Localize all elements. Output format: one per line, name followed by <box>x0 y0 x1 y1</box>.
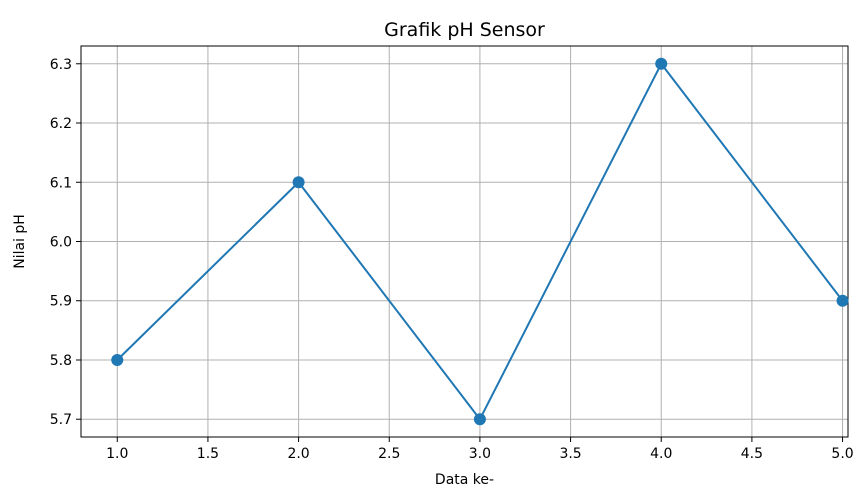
y-tick-label: 6.0 <box>50 235 72 251</box>
data-point-marker <box>655 57 668 70</box>
x-tick-label: 2.0 <box>287 446 309 462</box>
data-point-marker <box>836 294 849 307</box>
x-tick-label: 4.0 <box>650 446 672 462</box>
data-point-marker <box>111 353 124 366</box>
chart-title: Grafik pH Sensor <box>384 19 545 41</box>
y-tick-label: 5.8 <box>50 353 72 369</box>
grid <box>81 46 848 437</box>
x-tick-label: 2.5 <box>378 446 400 462</box>
x-axis-label: Data ke- <box>435 472 494 488</box>
axis-ticks: 1.0 1.5 2.0 2.5 3.0 3.5 4.0 4.5 5.0 5.7 5.8 5.9 6.0 6… <box>50 57 854 462</box>
x-tick-label: 5.0 <box>831 446 853 462</box>
x-tick-label: 1.0 <box>106 446 128 462</box>
y-tick-label: 6.1 <box>50 175 72 191</box>
series-layer <box>111 57 849 426</box>
y-tick-label: 5.9 <box>50 294 72 310</box>
y-axis-label: Nilai pH <box>12 214 28 269</box>
x-tick-label: 1.5 <box>197 446 219 462</box>
x-tick-label: 3.0 <box>469 446 491 462</box>
y-tick-label: 5.7 <box>50 412 72 428</box>
data-point-marker <box>292 176 305 189</box>
y-tick-label: 6.3 <box>50 57 72 73</box>
x-tick-label: 3.5 <box>559 446 581 462</box>
y-tick-label: 6.2 <box>50 116 72 132</box>
data-point-marker <box>473 413 486 426</box>
x-tick-label: 4.5 <box>741 446 763 462</box>
